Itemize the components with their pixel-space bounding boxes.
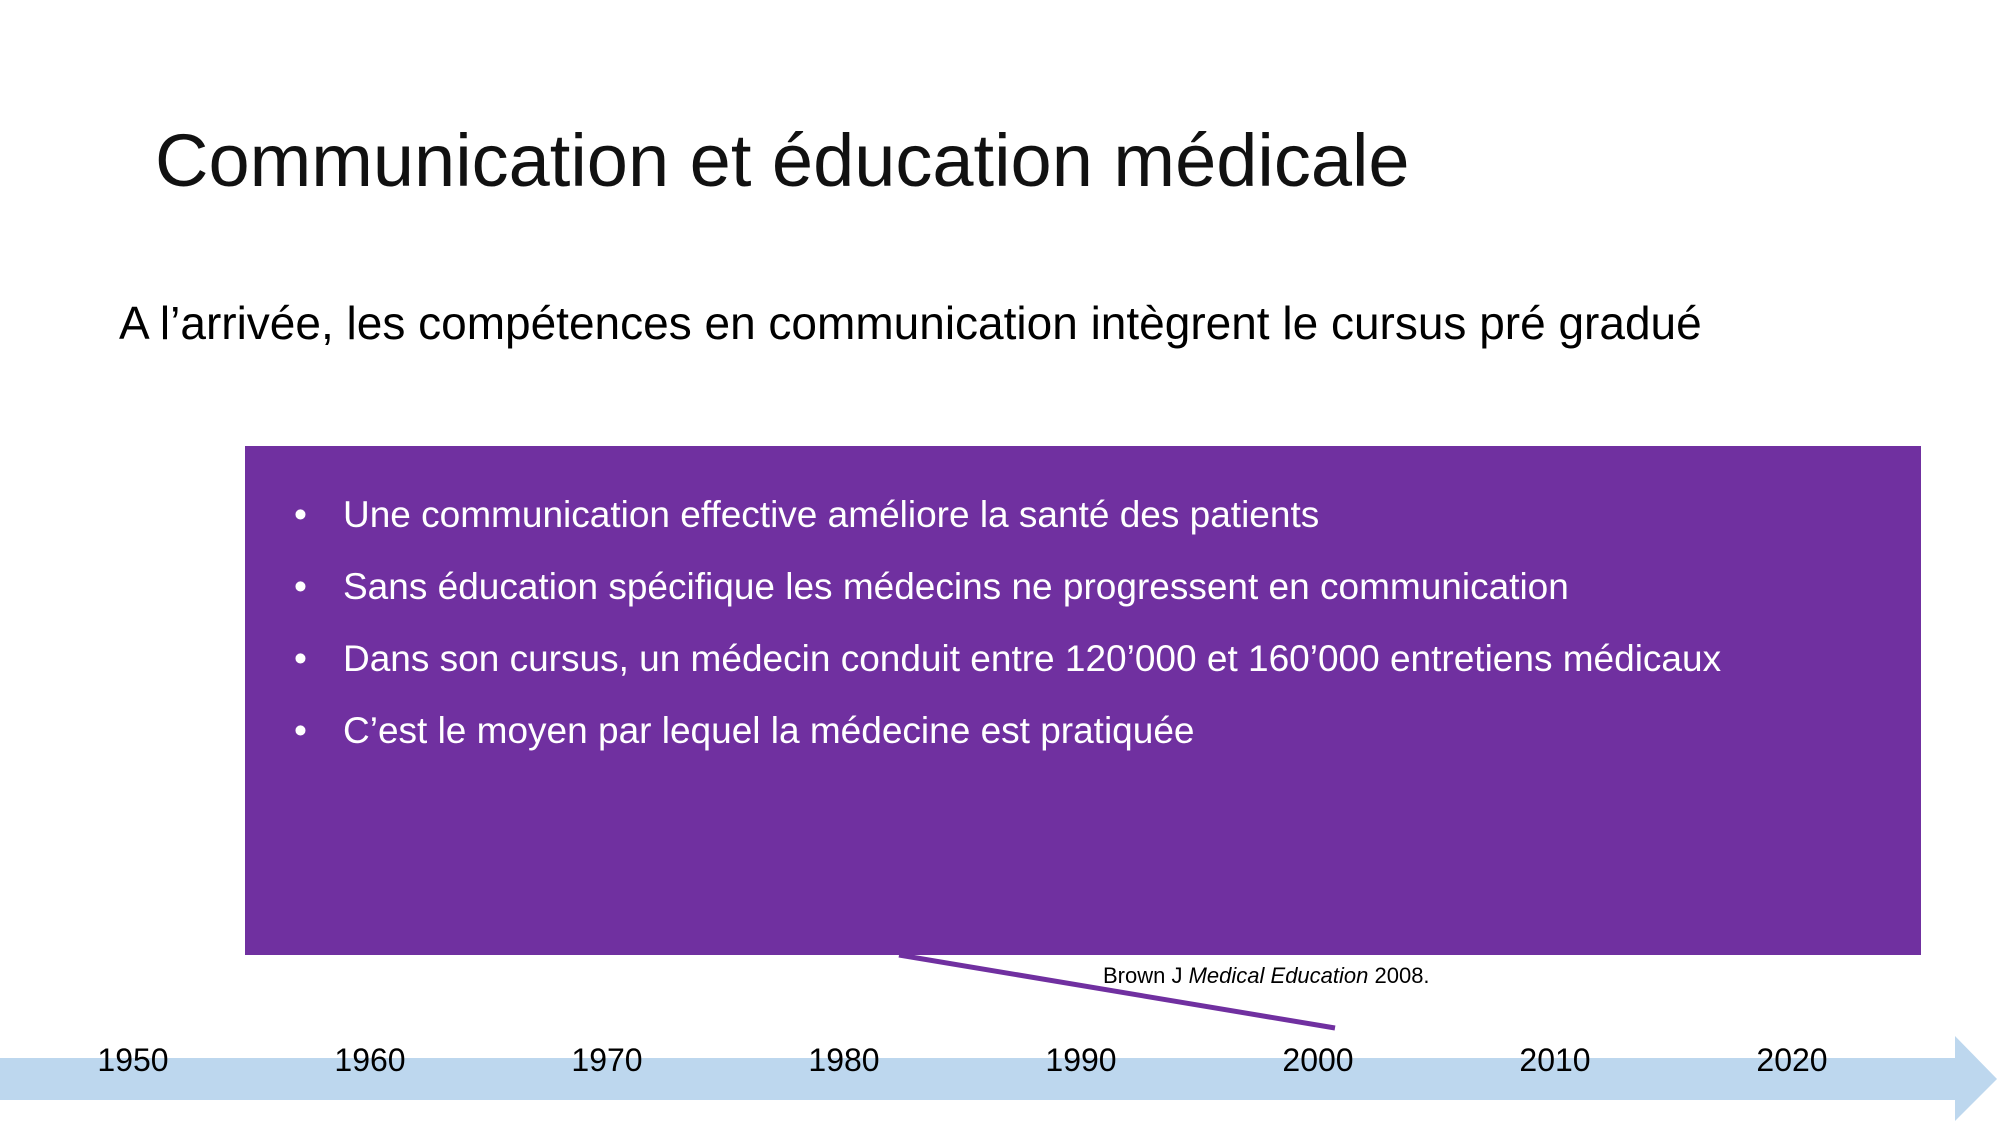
bullet: Une communication effective améliore la … xyxy=(294,485,1894,544)
bullet: C’est le moyen par lequel la médecine es… xyxy=(294,701,1894,760)
citation: Brown J Medical Education 2008. xyxy=(1103,963,1430,989)
timeline-year: 1990 xyxy=(1045,1042,1117,1078)
timeline-year: 1970 xyxy=(571,1042,643,1078)
timeline-year: 1980 xyxy=(808,1042,880,1078)
subtitle: A l’arrivée, les compétences en communic… xyxy=(119,297,1702,349)
timeline-arrow xyxy=(0,1036,1997,1121)
citation-author: Brown J xyxy=(1103,963,1189,988)
timeline-year: 2000 xyxy=(1282,1042,1354,1078)
timeline-year: 1950 xyxy=(97,1042,169,1078)
bullet-list: Une communication effective améliore la … xyxy=(294,485,1894,773)
citation-journal: Medical Education xyxy=(1188,963,1369,988)
callout-line xyxy=(898,952,1336,1031)
bullet: Sans éducation spécifique les médecins n… xyxy=(294,557,1894,616)
slide-title: Communication et éducation médicale xyxy=(155,119,1410,202)
timeline-year: 2010 xyxy=(1519,1042,1591,1078)
timeline-year: 2020 xyxy=(1756,1042,1828,1078)
bullet: Dans son cursus, un médecin conduit entr… xyxy=(294,629,1894,688)
citation-year: 2008. xyxy=(1368,963,1430,988)
timeline-year: 1960 xyxy=(334,1042,406,1078)
